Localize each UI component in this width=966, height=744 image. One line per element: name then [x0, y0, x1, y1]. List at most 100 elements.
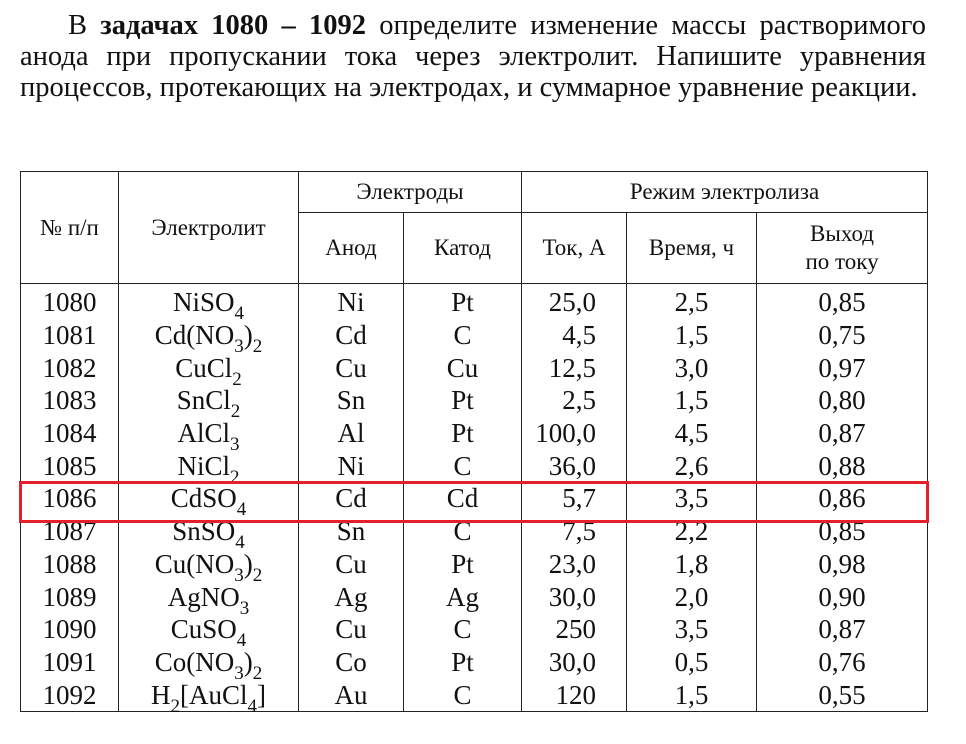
- formula-subscript: 4: [236, 499, 247, 521]
- cell-current: 23,0: [521, 547, 628, 581]
- table-body: 1080 NiSO4 Ni Pt 25,0 2,5 0,85 1081 Cd(NO3)2 Cd C 4…: [20, 283, 929, 716]
- formula-subscript: 2: [230, 401, 241, 423]
- formula-subscript: 4: [236, 630, 247, 652]
- cell-current: 12,5: [521, 351, 628, 385]
- cell-yield: 0,88: [756, 449, 929, 483]
- cell-time: 2,6: [626, 449, 758, 483]
- cell-yield: 0,87: [756, 416, 929, 450]
- header-mode: Режим электролиза: [521, 171, 929, 213]
- header-time: Время, ч: [626, 212, 758, 284]
- formula-subscript: 3: [234, 564, 244, 586]
- table-row: 1087 SnSO4 Sn C 7,5 2,2 0,85: [20, 514, 929, 552]
- cell-time: 4,5: [626, 416, 758, 450]
- cell-electrolyte: NiSO4: [118, 283, 299, 323]
- formula-subscript: 3: [239, 597, 250, 619]
- formula-subscript: 3: [234, 336, 244, 358]
- cell-current: 25,0: [521, 283, 628, 319]
- header-yield: Выход по току: [756, 212, 929, 284]
- cell-electrolyte: H2[AuCl4]: [118, 678, 299, 716]
- cell-electrolyte: SnCl2: [118, 384, 299, 421]
- formula-subscript: 3: [234, 662, 244, 684]
- formula-part: SnCl: [176, 385, 231, 416]
- formula-subscript: 2: [252, 662, 263, 684]
- cell-number: 1091: [20, 645, 119, 679]
- cell-anode: Au: [298, 678, 404, 712]
- cell-number: 1086: [20, 482, 119, 515]
- cell-time: 3,0: [626, 351, 758, 385]
- cell-current: 250: [521, 612, 628, 646]
- cell-anode: Cu: [298, 351, 404, 385]
- header-yield-line1: Выход: [810, 221, 874, 246]
- header-electrolyte: Электролит: [118, 171, 299, 284]
- header-cathode: Катод: [402, 212, 523, 284]
- cell-cathode: Pt: [402, 645, 523, 679]
- cell-anode: Co: [298, 645, 404, 679]
- cell-time: 2,0: [626, 580, 758, 613]
- cell-cathode: Pt: [402, 283, 523, 319]
- table-row: 1085 NiCl2 Ni C 36,0 2,6 0,88: [20, 449, 929, 487]
- cell-yield: 0,87: [756, 612, 929, 646]
- cell-cathode: Ag: [402, 580, 523, 613]
- formula-part: [AuCl: [180, 679, 248, 710]
- cell-yield: 0,90: [756, 580, 929, 613]
- formula-subscript: 2: [230, 466, 240, 488]
- cell-number: 1088: [20, 547, 119, 581]
- table-row: 1082 CuCl2 Cu Cu 12,5 3,0 0,97: [20, 351, 929, 389]
- cell-current: 100,0: [521, 416, 628, 450]
- table-row: 1091 Co(NO3)2 Co Pt 30,0 0,5 0,76: [20, 645, 929, 683]
- cell-yield: 0,85: [756, 283, 929, 319]
- formula-subscript: 4: [234, 303, 245, 325]
- cell-yield: 0,75: [756, 318, 929, 352]
- cell-yield: 0,86: [756, 482, 929, 515]
- cell-anode: Cu: [298, 547, 404, 581]
- cell-yield: 0,76: [756, 645, 929, 679]
- cell-current: 7,5: [521, 514, 628, 548]
- cell-number: 1084: [20, 416, 119, 450]
- cell-anode: Cu: [298, 612, 404, 646]
- intro-text: определите изменение массы растворимого …: [20, 10, 926, 103]
- cell-current: 30,0: [521, 580, 628, 613]
- header-number: № п/п: [20, 171, 119, 284]
- cell-yield: 0,85: [756, 514, 929, 548]
- cell-electrolyte: Co(NO3)2: [118, 645, 299, 683]
- table-row: 1086 CdSO4 Cd Cd 5,7 3,5 0,86: [20, 482, 929, 519]
- cell-electrolyte: AgNO3: [118, 580, 299, 618]
- formula-part: ): [243, 548, 253, 579]
- formula-subscript: 2: [232, 368, 242, 390]
- cell-anode: Sn: [298, 384, 404, 417]
- cell-cathode: Pt: [402, 416, 523, 450]
- cell-cathode: C: [402, 449, 523, 483]
- formula-part: Cu(NO: [154, 548, 235, 579]
- cell-time: 2,5: [626, 283, 758, 319]
- cell-number: 1083: [20, 384, 119, 417]
- formula-part: NiCl: [177, 450, 230, 481]
- electrolysis-table: № п/п Электролит Электроды Режим электро…: [20, 171, 929, 716]
- formula-subscript: 4: [235, 532, 245, 554]
- cell-anode: Al: [298, 416, 404, 450]
- cell-current: 4,5: [521, 318, 628, 352]
- cell-current: 30,0: [521, 645, 628, 679]
- cell-current: 5,7: [521, 482, 628, 515]
- formula-part: AgNO: [167, 581, 240, 612]
- cell-time: 1,8: [626, 547, 758, 581]
- cell-time: 0,5: [626, 645, 758, 679]
- cell-current: 36,0: [521, 449, 628, 483]
- formula-part: AlCl: [177, 418, 230, 449]
- formula-part: NiSO: [172, 287, 235, 318]
- formula-part: ): [243, 646, 253, 677]
- table-row: 1092 H2[AuCl4] Au C 120 1,5 0,55: [20, 678, 929, 716]
- cell-electrolyte: Cd(NO3)2: [118, 318, 299, 356]
- formula-part: CuSO: [170, 614, 237, 645]
- cell-number: 1082: [20, 351, 119, 385]
- table-row: 1081 Cd(NO3)2 Cd C 4,5 1,5 0,75: [20, 318, 929, 356]
- cell-number: 1092: [20, 678, 119, 712]
- cell-number: 1087: [20, 514, 119, 548]
- table-row: 1089 AgNO3 Ag Ag 30,0 2,0 0,90: [20, 580, 929, 618]
- table-row: 1090 CuSO4 Cu C 250 3,5 0,87: [20, 612, 929, 650]
- cell-cathode: C: [402, 318, 523, 352]
- cell-number: 1089: [20, 580, 119, 613]
- cell-electrolyte: CuSO4: [118, 612, 299, 650]
- cell-electrolyte: NiCl2: [118, 449, 299, 487]
- formula-part: H: [151, 679, 171, 710]
- formula-part: SnSO: [172, 516, 236, 547]
